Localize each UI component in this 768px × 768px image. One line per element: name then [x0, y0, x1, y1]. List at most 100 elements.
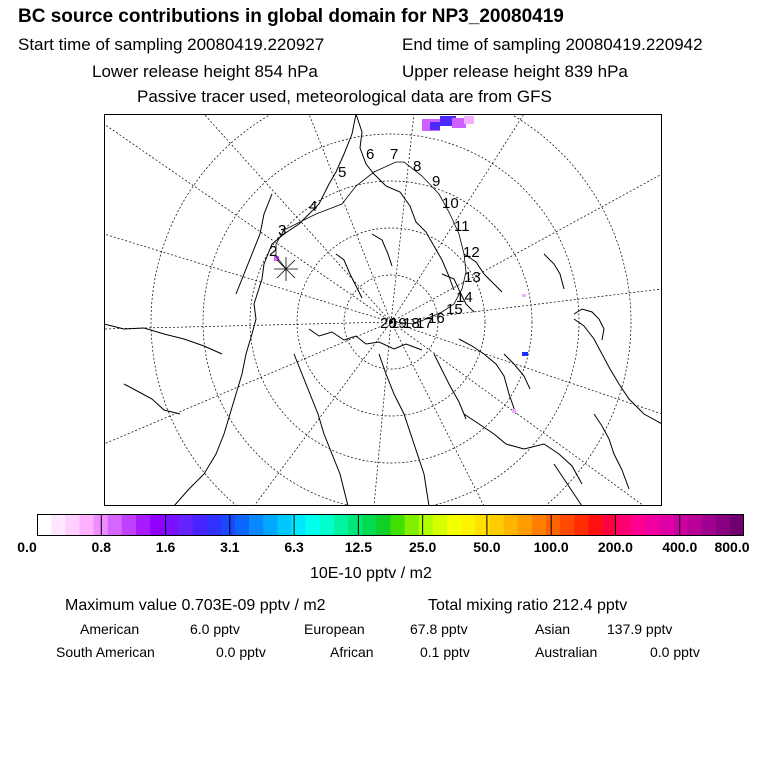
trajectory-labels: 2 3 4 5 6 7 8 9 10 11 12 13 14 15 16 17 … — [269, 146, 481, 332]
trajectory-label-20: 20 — [380, 315, 397, 332]
source-african-label: African — [330, 644, 374, 660]
trajectory-label-9: 9 — [432, 173, 440, 190]
colorbar-tick-label: 0.8 — [91, 539, 111, 555]
trajectory-label-17: 17 — [416, 315, 433, 332]
colorbar-swatch — [333, 514, 349, 536]
colorbar-tick-label: 1.6 — [155, 539, 176, 555]
end-time-label: End time of sampling 20080419.220942 — [402, 35, 703, 54]
colorbar-swatch — [560, 514, 575, 536]
colorbar-tick-label: 400.0 — [662, 539, 698, 555]
colorbar-swatch — [164, 514, 179, 536]
colorbar — [37, 514, 744, 536]
maximum-value-label: Maximum value 0.703E-09 pptv / m2 — [65, 597, 326, 614]
colorbar-tick-label: 25.0 — [409, 539, 437, 555]
colorbar-swatch — [659, 514, 674, 536]
trajectory-label-10: 10 — [442, 195, 459, 212]
source-south-american-value: 0.0 pptv — [216, 644, 266, 660]
trajectory-label-19: 19 — [390, 315, 407, 332]
colorbar-swatch — [150, 514, 165, 536]
colorbar-swatch — [234, 514, 250, 536]
coastlines — [104, 114, 662, 506]
colorbar-swatch — [305, 514, 321, 536]
colorbar-swatch — [447, 514, 462, 536]
colorbar-tick-label: 800.0 — [714, 539, 750, 555]
source-american-value: 6.0 pptv — [190, 621, 240, 637]
plume-patches — [274, 116, 528, 413]
colorbar-swatch — [602, 514, 618, 536]
trajectory-label-7: 7 — [390, 146, 398, 163]
colorbar-swatch — [687, 514, 702, 536]
colorbar-swatch — [65, 514, 80, 536]
colorbar-swatch — [249, 514, 264, 536]
trajectory-line — [275, 161, 467, 325]
source-african-value: 0.1 pptv — [420, 644, 470, 660]
colorbar-swatch — [263, 514, 278, 536]
source-australian-label: Australian — [535, 644, 598, 660]
colorbar-swatch — [178, 514, 193, 536]
trajectory-label-12: 12 — [463, 244, 480, 261]
map-frame — [104, 114, 662, 506]
colorbar-tick-label: 0.0 — [17, 539, 37, 555]
colorbar-swatch — [51, 514, 66, 536]
trajectory-label-5: 5 — [338, 164, 346, 181]
colorbar-swatch — [475, 514, 490, 536]
colorbar-tick-label: 12.5 — [344, 539, 372, 555]
colorbar-tick-label: 3.1 — [220, 539, 240, 555]
source-asian-label: Asian — [535, 621, 571, 637]
source-south-american-label: South American — [56, 644, 155, 660]
colorbar-swatch — [390, 514, 405, 536]
colorbar-swatch — [291, 514, 306, 536]
colorbar-swatch — [404, 514, 420, 536]
trajectory-label-4: 4 — [309, 198, 317, 215]
colorbar-swatch — [574, 514, 589, 536]
trajectory-label-14: 14 — [456, 289, 473, 306]
colorbar-swatch — [645, 514, 660, 536]
colorbar-swatch — [376, 514, 391, 536]
trajectory-label-3: 3 — [278, 222, 286, 239]
colorbar-swatch — [277, 514, 292, 536]
trajectory-label-18: 18 — [403, 315, 420, 332]
colorbar-swatch — [79, 514, 94, 536]
colorbar-swatch — [673, 514, 688, 536]
colorbar-swatch — [461, 514, 476, 536]
colorbar-swatch — [206, 514, 222, 536]
plot-title: BC source contributions in global domain… — [18, 6, 564, 27]
colorbar-swatch — [319, 514, 335, 536]
colorbar-swatch — [616, 514, 632, 536]
colorbar-tick-label: 200.0 — [597, 539, 633, 555]
trajectory-label-8: 8 — [413, 158, 421, 175]
colorbar-swatch — [220, 514, 236, 536]
start-time-label: Start time of sampling 20080419.220927 — [18, 35, 325, 54]
source-asian-value: 137.9 pptv — [607, 621, 673, 637]
colorbar-tick-label: 6.3 — [284, 539, 304, 555]
colorbar-tick-label: 100.0 — [533, 539, 569, 555]
colorbar-swatch — [362, 514, 377, 536]
colorbar-swatch — [729, 514, 744, 536]
colorbar-units: 10E-10 pptv / m2 — [310, 565, 432, 582]
longitude-meridians — [104, 114, 662, 506]
lower-release-height-label: Lower release height 854 hPa — [92, 62, 318, 81]
trajectory-label-16: 16 — [428, 310, 445, 327]
upper-release-height-label: Upper release height 839 hPa — [402, 62, 628, 81]
colorbar-swatch — [503, 514, 519, 536]
colorbar-swatch — [192, 514, 207, 536]
colorbar-swatch — [418, 514, 434, 536]
colorbar-swatch — [701, 514, 717, 536]
colorbar-swatch — [531, 514, 547, 536]
total-mixing-ratio-label: Total mixing ratio 212.4 pptv — [428, 597, 628, 614]
trajectory-label-2: 2 — [269, 243, 277, 260]
colorbar-swatch — [546, 514, 561, 536]
trajectory-label-11: 11 — [454, 218, 470, 235]
colorbar-swatch — [588, 514, 603, 536]
colorbar-frame — [37, 514, 744, 536]
trajectory-label-15: 15 — [446, 301, 463, 318]
colorbar-swatch — [432, 514, 448, 536]
polar-map: 2 3 4 5 6 7 8 9 10 11 12 13 14 15 16 17 … — [104, 114, 662, 506]
colorbar-swatch — [630, 514, 646, 536]
colorbar-swatch — [107, 514, 123, 536]
colorbar-swatch — [489, 514, 504, 536]
source-american-label: American — [80, 621, 140, 637]
colorbar-swatch — [517, 514, 533, 536]
source-european-value: 67.8 pptv — [410, 621, 468, 637]
colorbar-swatch — [135, 514, 151, 536]
